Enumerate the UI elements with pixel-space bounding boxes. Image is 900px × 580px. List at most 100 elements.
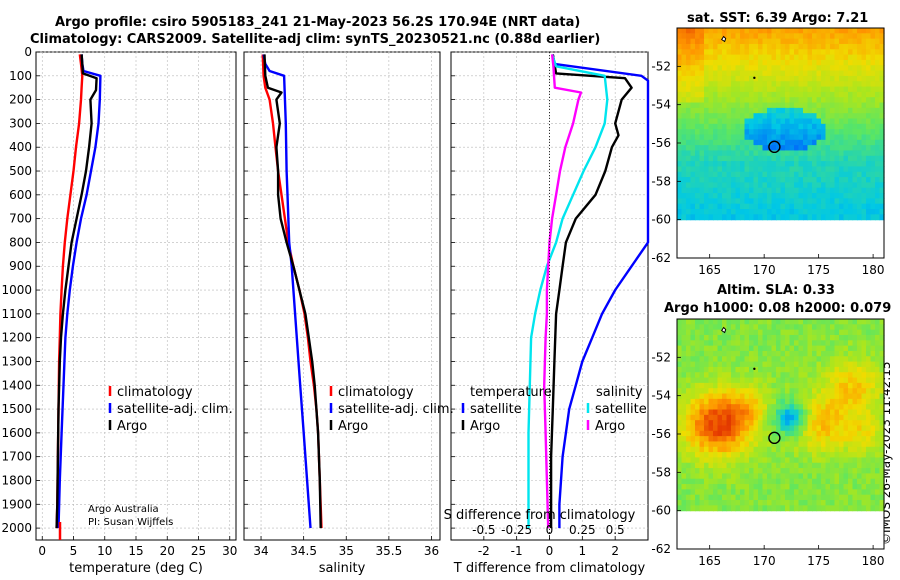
heatmap-cell: [731, 441, 737, 448]
heatmap-cell: [812, 441, 818, 448]
x-tick-label: 36: [424, 544, 439, 558]
heatmap-cell: [843, 28, 849, 34]
heatmap-cell: [866, 209, 872, 215]
heatmap-cell: [704, 446, 710, 453]
series-line-argo: [55, 54, 98, 529]
series-line-satellite-adj-clim-: [262, 54, 312, 529]
heatmap-cell: [794, 102, 800, 109]
heatmap-cell: [861, 409, 867, 416]
heatmap-cell: [798, 166, 804, 173]
heatmap-cell: [861, 70, 867, 77]
heatmap-cell: [879, 430, 885, 437]
heatmap-cell: [717, 319, 723, 325]
heatmap-cell: [740, 70, 746, 77]
heatmap-cell: [843, 468, 849, 474]
heatmap-cell: [726, 155, 732, 162]
heatmap-cell: [731, 145, 737, 152]
heatmap-cell: [762, 356, 768, 363]
heatmap-cell: [830, 436, 836, 443]
heatmap-cell: [767, 177, 773, 183]
heatmap-cell: [843, 33, 849, 40]
heatmap-cell: [785, 203, 791, 210]
heatmap-cell: [749, 356, 755, 363]
heatmap-cell: [762, 113, 768, 120]
heatmap-cell: [866, 139, 872, 146]
heatmap-cell: [857, 345, 863, 352]
heatmap-cell: [807, 484, 813, 490]
heatmap-cell: [681, 182, 687, 189]
heatmap-cell: [762, 49, 768, 56]
heatmap-cell: [758, 166, 764, 173]
heatmap-cell: [866, 462, 872, 469]
heatmap-cell: [798, 91, 804, 98]
heatmap-cell: [803, 494, 809, 501]
heatmap-cell: [875, 334, 881, 341]
heatmap-cell: [843, 193, 849, 199]
heatmap-cell: [848, 43, 854, 50]
heatmap-cell: [839, 214, 845, 221]
heatmap-cell: [785, 372, 791, 379]
heatmap-cell: [834, 489, 840, 496]
heatmap-cell: [758, 49, 764, 56]
heatmap-cell: [870, 102, 876, 109]
heatmap-cell: [690, 107, 696, 114]
heatmap-cell: [699, 134, 705, 141]
heatmap-cell: [753, 214, 759, 221]
heatmap-cell: [704, 91, 710, 98]
heatmap-cell: [812, 139, 818, 146]
heatmap-cell: [726, 33, 732, 40]
heatmap-cell: [798, 81, 804, 88]
heatmap-cell: [857, 166, 863, 173]
heatmap-cell: [861, 102, 867, 109]
heatmap-cell: [785, 155, 791, 162]
heatmap-cell: [717, 145, 723, 152]
heatmap-cell: [690, 441, 696, 448]
heatmap-cell: [875, 462, 881, 469]
heatmap-cell: [821, 155, 827, 162]
heatmap-cell: [762, 198, 768, 205]
heatmap-cell: [677, 446, 683, 453]
heatmap-cell: [780, 198, 786, 205]
heatmap-cell: [839, 38, 845, 45]
heatmap-cell: [821, 457, 827, 464]
heatmap-cell: [848, 28, 854, 34]
heatmap-cell: [708, 468, 714, 474]
heatmap-cell: [695, 430, 701, 437]
heatmap-cell: [771, 81, 777, 88]
heatmap-cell: [861, 75, 867, 82]
heatmap-cell: [731, 478, 737, 485]
heatmap-cell: [866, 91, 872, 98]
heatmap-cell: [879, 345, 885, 352]
heatmap-cell: [753, 500, 759, 506]
x-tick-label: 25: [191, 544, 206, 558]
island-auckland: [720, 326, 727, 334]
heatmap-cell: [848, 203, 854, 210]
heatmap-cell: [726, 91, 732, 98]
heatmap-cell: [713, 193, 719, 199]
heatmap-cell: [821, 473, 827, 480]
heatmap-cell: [861, 350, 867, 357]
heatmap-cell: [834, 329, 840, 336]
heatmap-cell: [758, 473, 764, 480]
heatmap-cell: [798, 145, 804, 152]
heatmap-cell: [848, 139, 854, 146]
heatmap-cell: [776, 425, 782, 432]
heatmap-cell: [717, 468, 723, 474]
heatmap-cell: [717, 177, 723, 183]
heatmap-cell: [749, 161, 755, 168]
heatmap-cell: [870, 324, 876, 331]
heatmap-cell: [753, 177, 759, 183]
heatmap-cell: [717, 198, 723, 205]
heatmap-cell: [816, 113, 822, 120]
heatmap-cell: [875, 457, 881, 464]
heatmap-cell: [780, 324, 786, 331]
heatmap-cell: [713, 441, 719, 448]
heatmap-cell: [785, 150, 791, 157]
heatmap-cell: [681, 43, 687, 50]
heatmap-cell: [735, 409, 741, 416]
heatmap-cell: [767, 430, 773, 437]
heatmap-cell: [879, 468, 885, 474]
heatmap-cell: [771, 356, 777, 363]
heatmap-cell: [686, 393, 692, 400]
heatmap-cell: [677, 340, 683, 347]
